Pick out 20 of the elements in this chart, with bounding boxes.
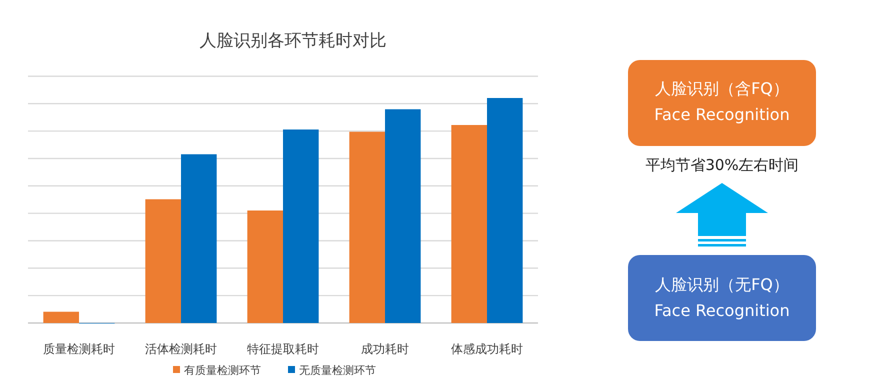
chart-title: 人脸识别各环节耗时对比 xyxy=(200,31,386,51)
text: 人脸识别（无FQ） xyxy=(655,275,789,294)
bar xyxy=(349,132,385,323)
bar xyxy=(43,312,79,323)
text: 平均节省30%左右时间 xyxy=(645,156,799,174)
bar xyxy=(145,199,181,323)
x-tick-label: 特征提取耗时 xyxy=(247,342,319,356)
bar xyxy=(181,154,217,323)
bar xyxy=(283,130,319,323)
bar xyxy=(385,109,421,323)
x-tick-label: 质量检测耗时 xyxy=(43,342,115,356)
text: Face Recognition xyxy=(654,301,790,320)
text: Face Recognition xyxy=(654,105,790,124)
bar xyxy=(451,125,487,323)
x-tick-label: 活体检测耗时 xyxy=(145,342,217,356)
x-tick-label: 成功耗时 xyxy=(361,342,409,356)
text: 人脸识别（含FQ） xyxy=(655,79,789,98)
bar xyxy=(247,210,283,323)
x-tick-label: 体感成功耗时 xyxy=(451,342,523,356)
bar xyxy=(487,98,523,323)
